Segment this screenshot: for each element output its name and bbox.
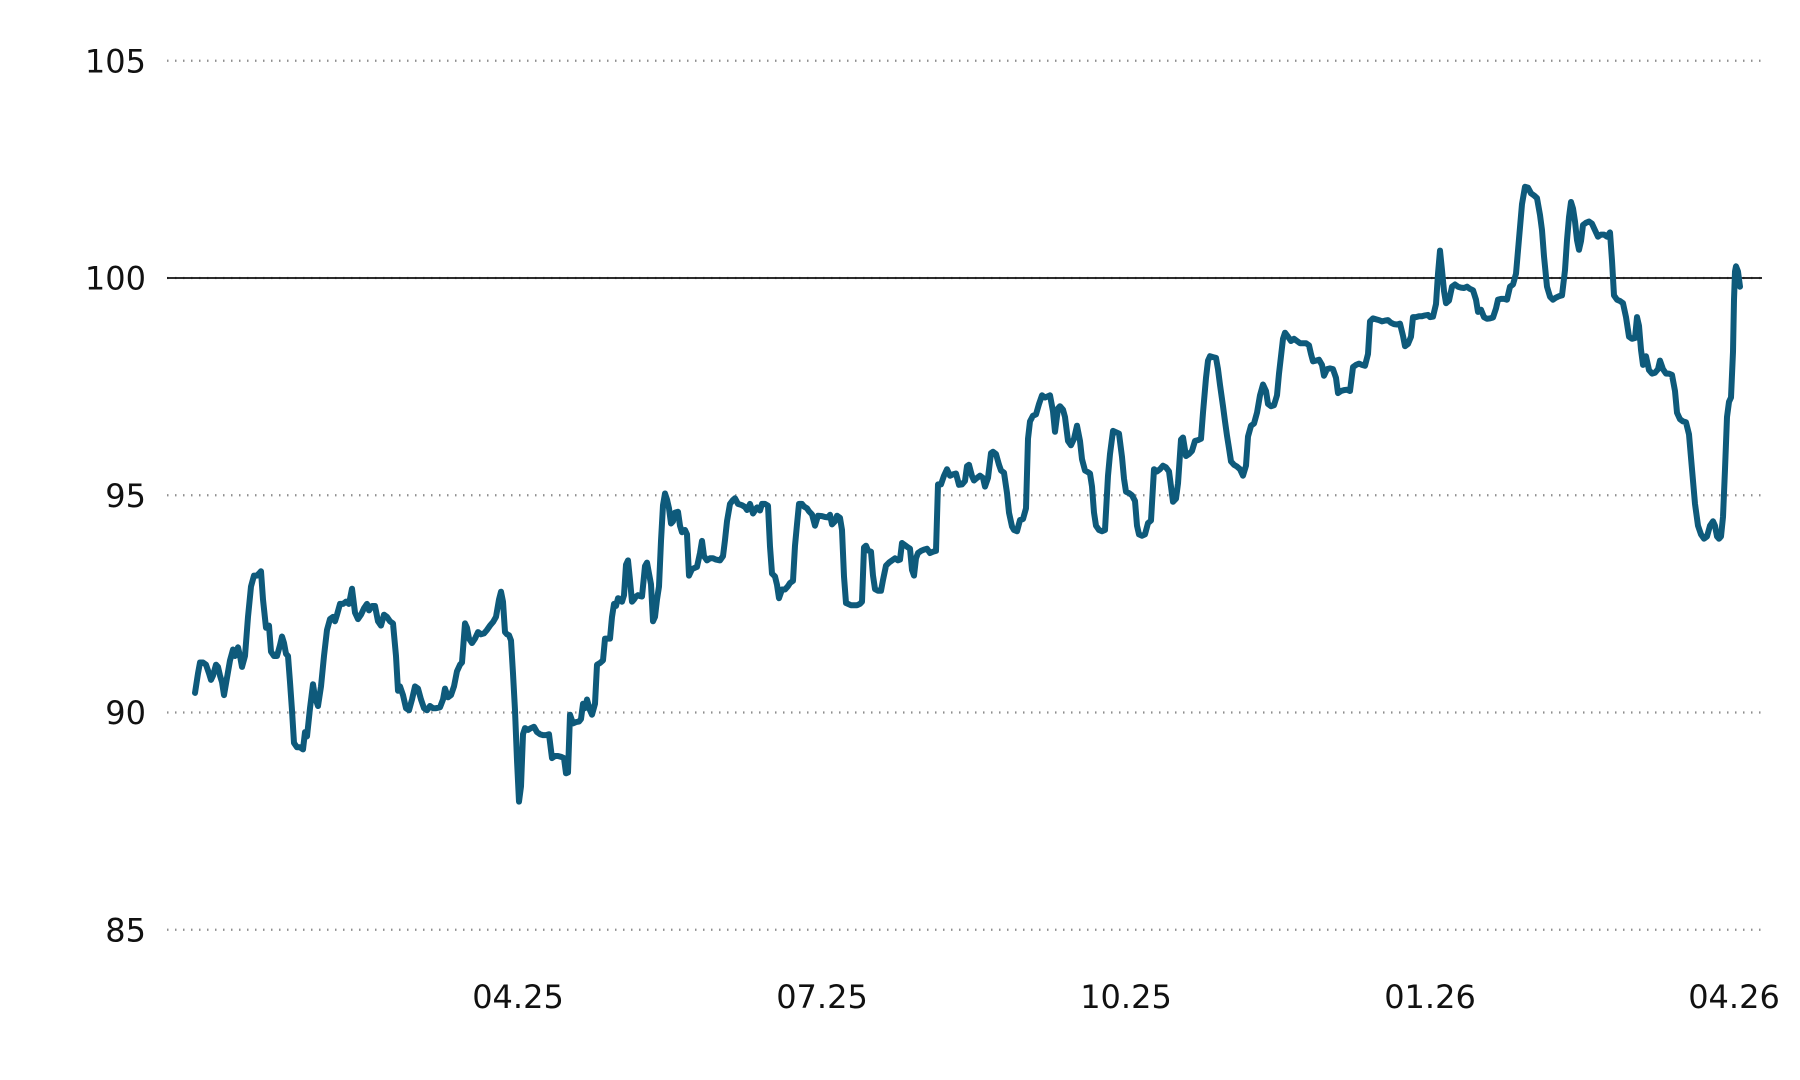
index-series-line <box>192 183 1743 805</box>
axis-labels-layer: 85 90 95 100 105 04.25 07.25 10.25 01.26 04.26 <box>85 42 1780 1016</box>
y-tick-label: 90 <box>105 694 146 732</box>
x-tick-label: 10.25 <box>1080 978 1172 1016</box>
y-tick-label: 95 <box>105 477 146 515</box>
x-tick-label: 04.26 <box>1688 978 1780 1016</box>
series-layer <box>192 183 1743 805</box>
gridlines-layer <box>167 59 1762 931</box>
y-tick-label: 105 <box>85 42 146 80</box>
y-tick-label: 85 <box>105 911 146 949</box>
x-tick-label: 07.25 <box>776 978 868 1016</box>
y-tick-label: 100 <box>85 260 146 298</box>
x-tick-label: 04.25 <box>472 978 564 1016</box>
x-tick-label: 01.26 <box>1384 978 1476 1016</box>
